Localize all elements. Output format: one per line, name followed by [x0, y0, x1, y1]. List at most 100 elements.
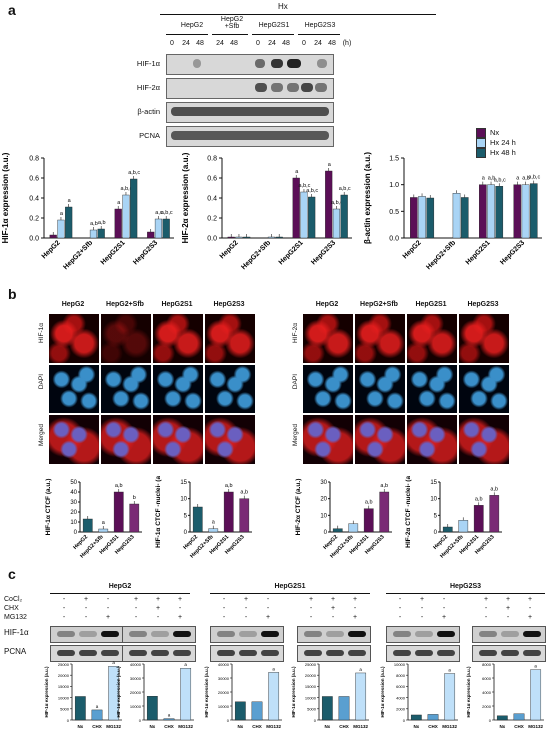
y-axis-label: HIF-2α expression (a.u.) — [181, 152, 190, 243]
y-tick-label: 4000 — [396, 695, 406, 700]
blot-band — [523, 650, 541, 656]
microscopy-image — [48, 363, 100, 414]
treatment-sign: - — [398, 596, 402, 603]
microscopy-column-label: HepG2S1 — [415, 301, 447, 308]
category-label: CHX — [92, 724, 102, 729]
bar — [227, 236, 235, 239]
significance-label: a,b — [240, 490, 248, 496]
group-label-hepg2s1: HepG2S1 — [258, 22, 290, 29]
y-tick-label: 30 — [70, 500, 77, 506]
significance-label: a — [534, 664, 537, 669]
treatment-sign: + — [527, 614, 533, 621]
blot-band — [415, 631, 433, 637]
treatment-sign: - — [106, 596, 110, 603]
significance-label: a,b — [225, 483, 233, 489]
significance-label: a,b — [490, 486, 498, 492]
panel-c-chart: 0 10000 20000 30000 40000 HIF-1α expression (… — [204, 662, 282, 729]
treatment-sign: + — [527, 596, 533, 603]
y-tick-label: 5 — [434, 513, 438, 519]
bar — [113, 491, 124, 533]
bar — [513, 713, 525, 721]
bar — [458, 520, 469, 533]
bar — [239, 498, 250, 533]
bar — [130, 178, 138, 239]
treatment-sign: + — [243, 596, 249, 603]
legend-item-nx: Nx — [476, 128, 516, 139]
treatment-label: CHX — [4, 605, 19, 612]
treatment-sign: - — [156, 614, 160, 621]
y-tick-label: 0.2 — [207, 216, 217, 223]
microscopy-image — [406, 313, 458, 364]
time-label: 24 — [216, 40, 224, 47]
time-label: 48 — [282, 40, 290, 47]
category-label: MG132 — [266, 724, 281, 729]
panel-c-chart: 0 5000 10000 15000 20000 25000 HIF-1α expressi… — [44, 660, 122, 729]
treatment-sign: - — [178, 605, 182, 612]
treatment-sign: - — [442, 605, 446, 612]
treatment-sign: + — [505, 605, 511, 612]
legend: Nx Hx 24 h Hx 48 h — [476, 128, 516, 159]
category-label: CHX — [428, 724, 438, 729]
treatment-sign: - — [62, 614, 66, 621]
y-tick-label: 0 — [139, 718, 142, 723]
y-tick-label: 20000 — [305, 673, 317, 678]
bar — [513, 184, 522, 239]
y-tick-label: 0.2 — [29, 216, 39, 223]
blot-band — [151, 650, 169, 656]
blot-band — [501, 650, 519, 656]
bar — [114, 208, 122, 239]
significance-label: a — [448, 668, 451, 673]
blot-hif1a-c — [50, 626, 124, 643]
y-tick-label: 0.0 — [207, 236, 217, 243]
hx-label: Hx — [278, 2, 288, 11]
treatment-sign: + — [177, 596, 183, 603]
y-axis-label: HIF-1α expression (a.u.) — [380, 666, 385, 718]
blot-band — [79, 631, 97, 637]
blot-pcna — [166, 126, 334, 147]
bar — [91, 709, 103, 721]
blot-hif1a-c — [210, 626, 284, 643]
treatment-sign: - — [506, 614, 510, 621]
y-tick-label: 5 — [184, 513, 188, 519]
bar — [338, 696, 350, 721]
legend-item-hx48: Hx 48 h — [476, 148, 516, 159]
time-label: 24 — [314, 40, 322, 47]
microscopy-column-label: HepG2S1 — [161, 301, 193, 308]
blot-band — [479, 631, 497, 637]
y-tick-label: 15 — [180, 480, 187, 486]
significance-label: a,b — [488, 176, 496, 182]
y-axis-label: HIF-1α expression (a.u.) — [1, 152, 10, 243]
treatment-sign: + — [177, 614, 183, 621]
cell-line-underline — [210, 593, 370, 594]
microscopy-column-label: HepG2 — [315, 301, 339, 308]
category-label: CHX — [339, 724, 349, 729]
category-label: Nx — [324, 724, 330, 729]
microscopy-row-label: Merged — [38, 424, 45, 447]
category-label: HepG2+Sfb — [62, 239, 94, 271]
significance-label: a,b,c — [331, 200, 343, 206]
y-tick-label: 25000 — [305, 662, 317, 667]
bar — [129, 503, 140, 533]
microscopy-column-label: HepG2+Sfb — [106, 301, 144, 308]
blot-band — [304, 650, 322, 656]
bar — [426, 197, 435, 239]
significance-label: a — [96, 704, 99, 709]
blot-band — [129, 631, 147, 637]
bar — [89, 229, 98, 239]
y-tick-label: 50 — [70, 480, 77, 486]
blot-band — [173, 650, 191, 656]
blot-band — [57, 650, 75, 656]
significance-label: a,b,c — [128, 170, 140, 176]
category-label: CHX — [164, 724, 174, 729]
bar — [529, 183, 538, 239]
blot-band — [151, 631, 169, 637]
bar — [479, 184, 487, 239]
blot-pcna-c — [50, 645, 124, 662]
bar — [192, 506, 203, 533]
y-tick-label: 0.5 — [389, 209, 399, 216]
bar — [427, 714, 439, 721]
bar — [122, 194, 130, 239]
blot-hif1a-c — [297, 626, 371, 643]
treatment-sign: - — [244, 605, 248, 612]
treatment-sign: - — [62, 596, 66, 603]
